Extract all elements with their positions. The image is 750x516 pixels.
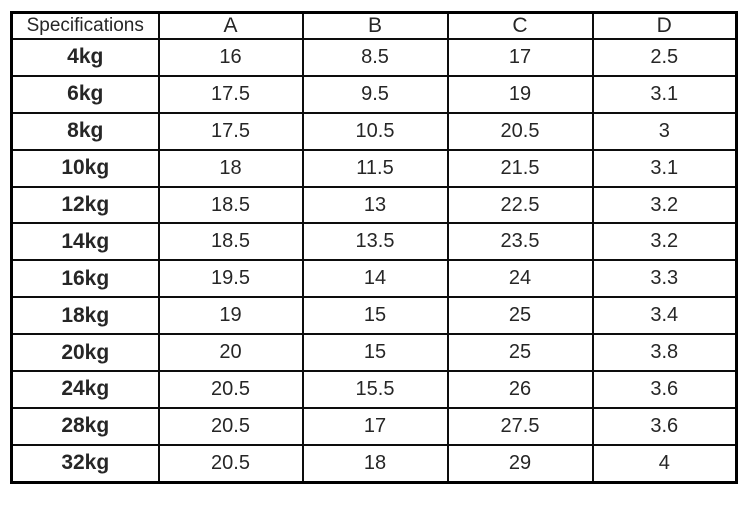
value-cell: 19 [446, 74, 594, 114]
value-cell: 3.4 [591, 296, 738, 336]
spec-cell: 8kg [10, 111, 160, 151]
value-cell: 18.5 [157, 222, 304, 262]
value-cell: 3.2 [591, 185, 738, 225]
spec-cell: 4kg [10, 38, 160, 77]
value-cell: 20.5 [157, 370, 304, 409]
column-header-c: C [446, 11, 594, 40]
column-header-specifications: Specifications [10, 11, 160, 40]
value-cell: 19 [157, 296, 304, 336]
spec-cell: 6kg [10, 74, 160, 114]
value-cell: 20 [157, 333, 304, 373]
value-cell: 3 [591, 111, 738, 151]
spec-cell: 12kg [10, 185, 160, 225]
column-header-d: D [591, 11, 738, 40]
table-row: 8kg 17.5 10.5 20.5 3 [10, 111, 738, 151]
spec-cell: 16kg [10, 259, 160, 299]
value-cell: 8.5 [301, 38, 449, 77]
spec-cell: 24kg [10, 370, 160, 409]
value-cell: 13 [301, 185, 449, 225]
table-row: 10kg 18 11.5 21.5 3.1 [10, 148, 738, 188]
table-row: 28kg 20.5 17 27.5 3.6 [10, 406, 738, 446]
value-cell: 18 [157, 148, 304, 188]
value-cell: 24 [446, 259, 594, 299]
value-cell: 3.6 [591, 406, 738, 446]
value-cell: 14 [301, 259, 449, 299]
table-row: 16kg 19.5 14 24 3.3 [10, 259, 738, 299]
value-cell: 27.5 [446, 406, 594, 446]
value-cell: 20.5 [157, 443, 304, 484]
value-cell: 15 [301, 296, 449, 336]
value-cell: 18.5 [157, 185, 304, 225]
value-cell: 17.5 [157, 111, 304, 151]
value-cell: 13.5 [301, 222, 449, 262]
value-cell: 11.5 [301, 148, 449, 188]
table-row: 20kg 20 15 25 3.8 [10, 333, 738, 373]
table-row: 18kg 19 15 25 3.4 [10, 296, 738, 336]
value-cell: 17 [446, 38, 594, 77]
value-cell: 15.5 [301, 370, 449, 409]
value-cell: 17 [301, 406, 449, 446]
value-cell: 3.8 [591, 333, 738, 373]
spec-cell: 28kg [10, 406, 160, 446]
value-cell: 4 [591, 443, 738, 484]
value-cell: 22.5 [446, 185, 594, 225]
column-header-b: B [301, 11, 449, 40]
table-row: 12kg 18.5 13 22.5 3.2 [10, 185, 738, 225]
specifications-table: Specifications A B C D 4kg 16 8.5 17 2.5… [10, 11, 738, 484]
value-cell: 16 [157, 38, 304, 77]
value-cell: 3.2 [591, 222, 738, 262]
value-cell: 3.3 [591, 259, 738, 299]
column-header-a: A [157, 11, 304, 40]
table-row: 32kg 20.5 18 29 4 [10, 443, 738, 484]
table-body: 4kg 16 8.5 17 2.5 6kg 17.5 9.5 19 3.1 8k… [10, 38, 738, 484]
spec-cell: 32kg [10, 443, 160, 484]
table-row: 6kg 17.5 9.5 19 3.1 [10, 74, 738, 114]
value-cell: 19.5 [157, 259, 304, 299]
value-cell: 23.5 [446, 222, 594, 262]
value-cell: 20.5 [446, 111, 594, 151]
value-cell: 25 [446, 296, 594, 336]
value-cell: 15 [301, 333, 449, 373]
table-row: 14kg 18.5 13.5 23.5 3.2 [10, 222, 738, 262]
value-cell: 3.1 [591, 74, 738, 114]
value-cell: 20.5 [157, 406, 304, 446]
spec-cell: 10kg [10, 148, 160, 188]
value-cell: 21.5 [446, 148, 594, 188]
value-cell: 3.1 [591, 148, 738, 188]
value-cell: 2.5 [591, 38, 738, 77]
value-cell: 17.5 [157, 74, 304, 114]
value-cell: 3.6 [591, 370, 738, 409]
table-row: 4kg 16 8.5 17 2.5 [10, 38, 738, 77]
value-cell: 18 [301, 443, 449, 484]
value-cell: 9.5 [301, 74, 449, 114]
table-row: 24kg 20.5 15.5 26 3.6 [10, 370, 738, 409]
spec-cell: 18kg [10, 296, 160, 336]
header-row: Specifications A B C D [10, 11, 738, 40]
spec-cell: 20kg [10, 333, 160, 373]
table-header: Specifications A B C D [10, 11, 738, 40]
value-cell: 26 [446, 370, 594, 409]
value-cell: 29 [446, 443, 594, 484]
value-cell: 25 [446, 333, 594, 373]
value-cell: 10.5 [301, 111, 449, 151]
spec-cell: 14kg [10, 222, 160, 262]
